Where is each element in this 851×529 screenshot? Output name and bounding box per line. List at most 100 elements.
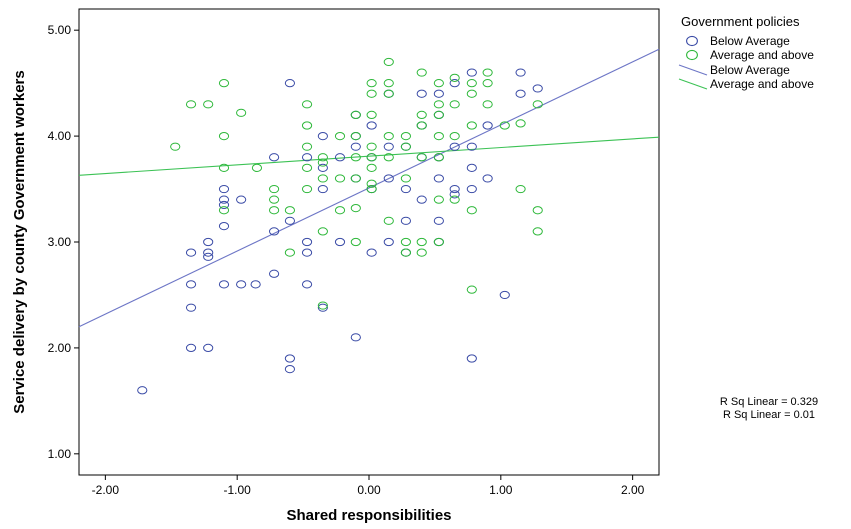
point-below-average xyxy=(203,248,214,257)
point-below-average xyxy=(236,195,247,204)
point-average-and-above xyxy=(499,121,510,130)
r-squared-label-above: R Sq Linear = 0.01 xyxy=(723,409,815,421)
legend-label: Below Average xyxy=(710,63,790,77)
point-average-and-above xyxy=(284,248,296,257)
point-below-average xyxy=(383,174,394,183)
point-below-average xyxy=(218,200,230,210)
point-average-and-above xyxy=(366,89,377,98)
point-average-and-above xyxy=(185,100,197,109)
data-points xyxy=(137,57,543,395)
point-average-and-above xyxy=(449,73,460,82)
point-average-and-above xyxy=(218,79,230,88)
point-below-average xyxy=(301,237,313,247)
point-below-average xyxy=(185,343,197,353)
point-average-and-above xyxy=(449,100,460,109)
point-average-and-above xyxy=(449,131,460,141)
point-average-and-above xyxy=(416,110,427,120)
point-average-and-above xyxy=(515,184,526,194)
legend-label: Average and above xyxy=(710,48,814,62)
point-average-and-above xyxy=(449,195,460,204)
point-average-and-above xyxy=(218,163,230,172)
point-below-average xyxy=(268,269,280,278)
x-axis-ticks: -2.00 -1.00 0.00 1.00 2.00 xyxy=(92,475,645,497)
legend-marker xyxy=(686,49,698,61)
point-average-and-above xyxy=(383,131,394,141)
point-below-average xyxy=(218,184,230,194)
point-average-and-above xyxy=(236,108,247,117)
y-axis-title: Service delivery by county Government wo… xyxy=(11,70,28,413)
point-average-and-above xyxy=(482,79,493,88)
point-below-average xyxy=(185,303,197,312)
point-average-and-above xyxy=(317,174,328,183)
point-below-average xyxy=(284,216,296,225)
point-below-average xyxy=(301,248,313,257)
point-below-average xyxy=(250,280,261,289)
x-tick-label: 0.00 xyxy=(357,483,381,497)
point-average-and-above xyxy=(383,57,394,67)
point-average-and-above xyxy=(301,142,313,151)
legend-label: Average and above xyxy=(710,77,814,91)
point-below-average xyxy=(449,190,460,199)
point-average-and-above xyxy=(400,142,412,151)
x-tick-label: 1.00 xyxy=(489,483,513,497)
point-below-average xyxy=(515,68,526,77)
point-below-average xyxy=(416,195,427,204)
x-tick-label: -1.00 xyxy=(224,483,252,497)
point-below-average xyxy=(236,280,247,289)
point-below-average xyxy=(284,79,296,88)
y-tick-label: 4.00 xyxy=(48,129,72,143)
fit-lines xyxy=(78,48,660,328)
point-average-and-above xyxy=(170,142,181,151)
point-average-and-above xyxy=(317,158,328,167)
point-average-and-above xyxy=(515,119,526,128)
point-below-average xyxy=(449,142,460,151)
point-below-average xyxy=(137,386,148,395)
point-below-average xyxy=(466,163,477,172)
point-average-and-above xyxy=(366,179,377,188)
point-average-and-above xyxy=(433,79,444,88)
point-average-and-above xyxy=(366,79,377,88)
point-average-and-above xyxy=(284,206,296,215)
point-below-average xyxy=(334,237,346,247)
point-average-and-above xyxy=(251,163,263,172)
point-below-average xyxy=(515,89,526,98)
point-average-and-above xyxy=(433,195,444,204)
legend-line-swatch xyxy=(678,64,708,76)
point-average-and-above xyxy=(334,131,346,141)
point-average-and-above xyxy=(532,227,543,236)
point-below-average xyxy=(203,237,214,247)
r-squared-labels: R Sq Linear = 0.329 R Sq Linear = 0.01 xyxy=(720,396,818,421)
point-below-average xyxy=(433,89,444,98)
point-average-and-above xyxy=(466,79,477,88)
point-average-and-above xyxy=(433,131,444,141)
r-squared-label-below: R Sq Linear = 0.329 xyxy=(720,396,818,408)
legend-marker xyxy=(686,35,698,47)
point-below-average xyxy=(334,153,346,162)
point-below-average xyxy=(482,174,493,183)
point-below-average xyxy=(317,163,328,172)
legend-line-swatch xyxy=(678,78,708,90)
point-average-and-above xyxy=(350,153,361,162)
y-tick-label: 5.00 xyxy=(48,23,72,37)
fit-line-below-average xyxy=(78,48,660,328)
point-average-and-above xyxy=(482,100,493,109)
point-average-and-above xyxy=(350,110,361,120)
point-below-average xyxy=(218,280,230,289)
point-average-and-above xyxy=(416,153,427,162)
y-tick-label: 2.00 xyxy=(48,341,72,355)
point-average-and-above xyxy=(466,89,477,98)
point-average-and-above xyxy=(366,153,377,162)
x-tick-label: 2.00 xyxy=(621,483,645,497)
y-tick-label: 1.00 xyxy=(48,447,72,461)
point-below-average xyxy=(433,174,444,183)
point-below-average xyxy=(317,303,328,312)
point-below-average xyxy=(449,184,460,194)
point-average-and-above xyxy=(268,184,280,194)
point-average-and-above xyxy=(268,195,280,204)
point-average-and-above xyxy=(416,68,427,77)
point-below-average xyxy=(466,184,477,194)
point-average-and-above xyxy=(317,301,328,310)
point-below-average xyxy=(218,195,230,204)
point-average-and-above xyxy=(366,110,377,120)
